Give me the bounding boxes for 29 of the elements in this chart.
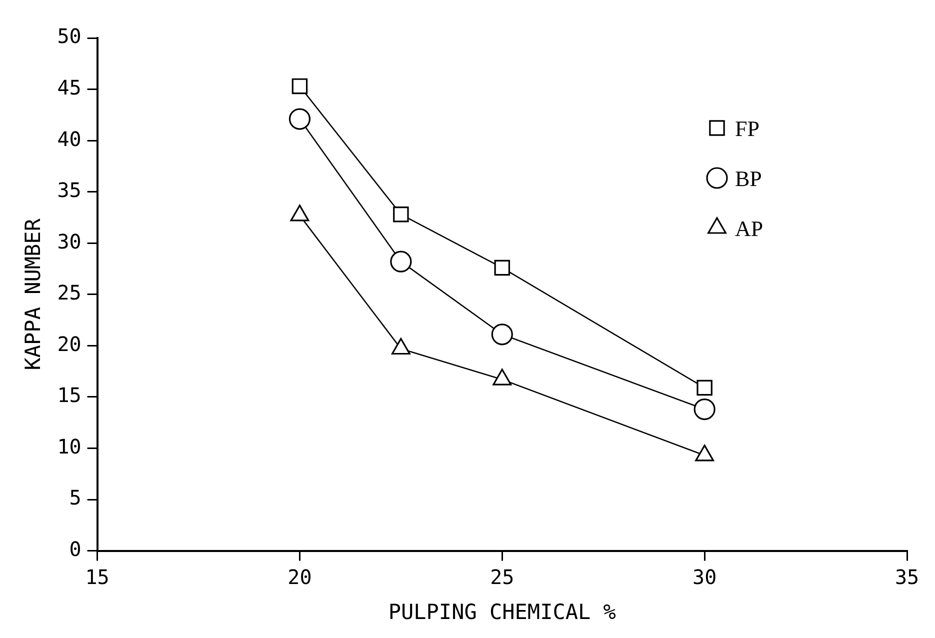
x-tick-label: 25 [490, 565, 514, 590]
y-tick-label: 0 [69, 537, 82, 562]
y-axis-title: KAPPA NUMBER [21, 218, 46, 370]
x-tick-label: 30 [692, 565, 717, 590]
x-axis-title: PULPING CHEMICAL % [388, 600, 616, 624]
point [494, 260, 510, 276]
point [694, 398, 716, 420]
y-tick-label: 15 [57, 383, 82, 408]
y-tick-label: 5 [69, 486, 82, 510]
legend-label: AP [735, 216, 764, 241]
legend-label: BP [735, 166, 762, 191]
y-tick-label: 40 [57, 126, 82, 151]
y-tick-label: 25 [57, 280, 82, 305]
point [491, 324, 513, 346]
y-tick-label: 50 [57, 24, 82, 48]
x-tick-label: 20 [288, 565, 312, 590]
y-tick-label: 45 [57, 75, 82, 100]
y-tick-label: 20 [57, 332, 82, 356]
x-tick-label: 15 [85, 565, 110, 590]
y-tick-label: 30 [57, 229, 82, 254]
x-tick-label: 35 [894, 565, 920, 590]
y-tick-label: 35 [57, 178, 82, 202]
legend-label: FP [735, 116, 760, 141]
point [288, 108, 311, 130]
point [393, 206, 409, 222]
point [292, 78, 308, 94]
y-tick-label: 10 [57, 434, 82, 458]
point [696, 380, 712, 396]
point [390, 250, 412, 272]
